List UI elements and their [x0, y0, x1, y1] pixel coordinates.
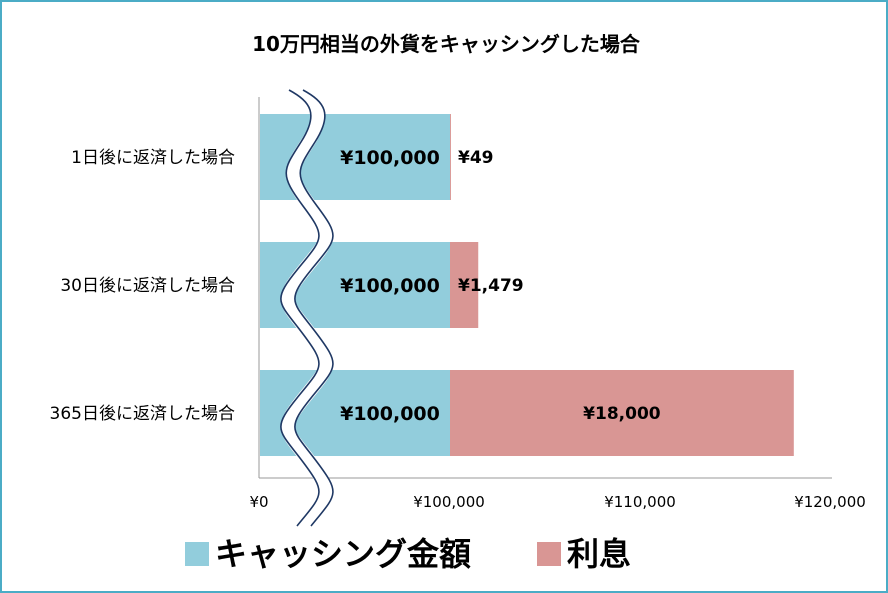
bar-interest	[450, 114, 451, 200]
legend: キャッシング金額 利息	[185, 535, 631, 573]
category-label: 1日後に返済した場合	[71, 148, 235, 168]
x-tick-label: ¥100,000	[413, 493, 485, 511]
axis-break-line	[294, 89, 334, 527]
x-tick-label: ¥120,000	[794, 493, 866, 511]
bar-label-cashing-amount: ¥100,000	[340, 147, 440, 169]
bar-label-interest: ¥1,479	[458, 276, 524, 296]
axis-break-wave	[280, 83, 334, 531]
bar-label-interest: ¥49	[458, 148, 494, 168]
category-labels: 1日後に返済した場合 30日後に返済した場合 365日後に返済した場合	[50, 148, 235, 424]
bar-label-interest: ¥18,000	[583, 404, 661, 424]
legend-swatch	[185, 542, 209, 566]
category-label: 365日後に返済した場合	[50, 404, 235, 424]
bar-label-cashing-amount: ¥100,000	[340, 403, 440, 425]
chart-title: 10万円相当の外貨をキャッシングした場合	[252, 32, 641, 56]
legend-swatch	[537, 542, 561, 566]
x-tick-label: ¥110,000	[604, 493, 676, 511]
bar-label-cashing-amount: ¥100,000	[340, 275, 440, 297]
legend-label: 利息	[567, 535, 631, 573]
category-label: 30日後に返済した場合	[60, 276, 235, 296]
axis-break-line	[280, 89, 320, 527]
bar-interest	[450, 370, 794, 456]
x-tick-labels: ¥0 ¥100,000 ¥110,000 ¥120,000	[249, 493, 865, 511]
x-tick-label: ¥0	[249, 493, 268, 511]
axis-break-band	[280, 83, 333, 531]
legend-label: キャッシング金額	[215, 535, 471, 573]
bar-value-labels: ¥100,000 ¥49 ¥100,000 ¥1,479 ¥100,000 ¥18,000	[340, 147, 661, 425]
bar-interest	[450, 242, 479, 328]
bars	[260, 114, 794, 456]
